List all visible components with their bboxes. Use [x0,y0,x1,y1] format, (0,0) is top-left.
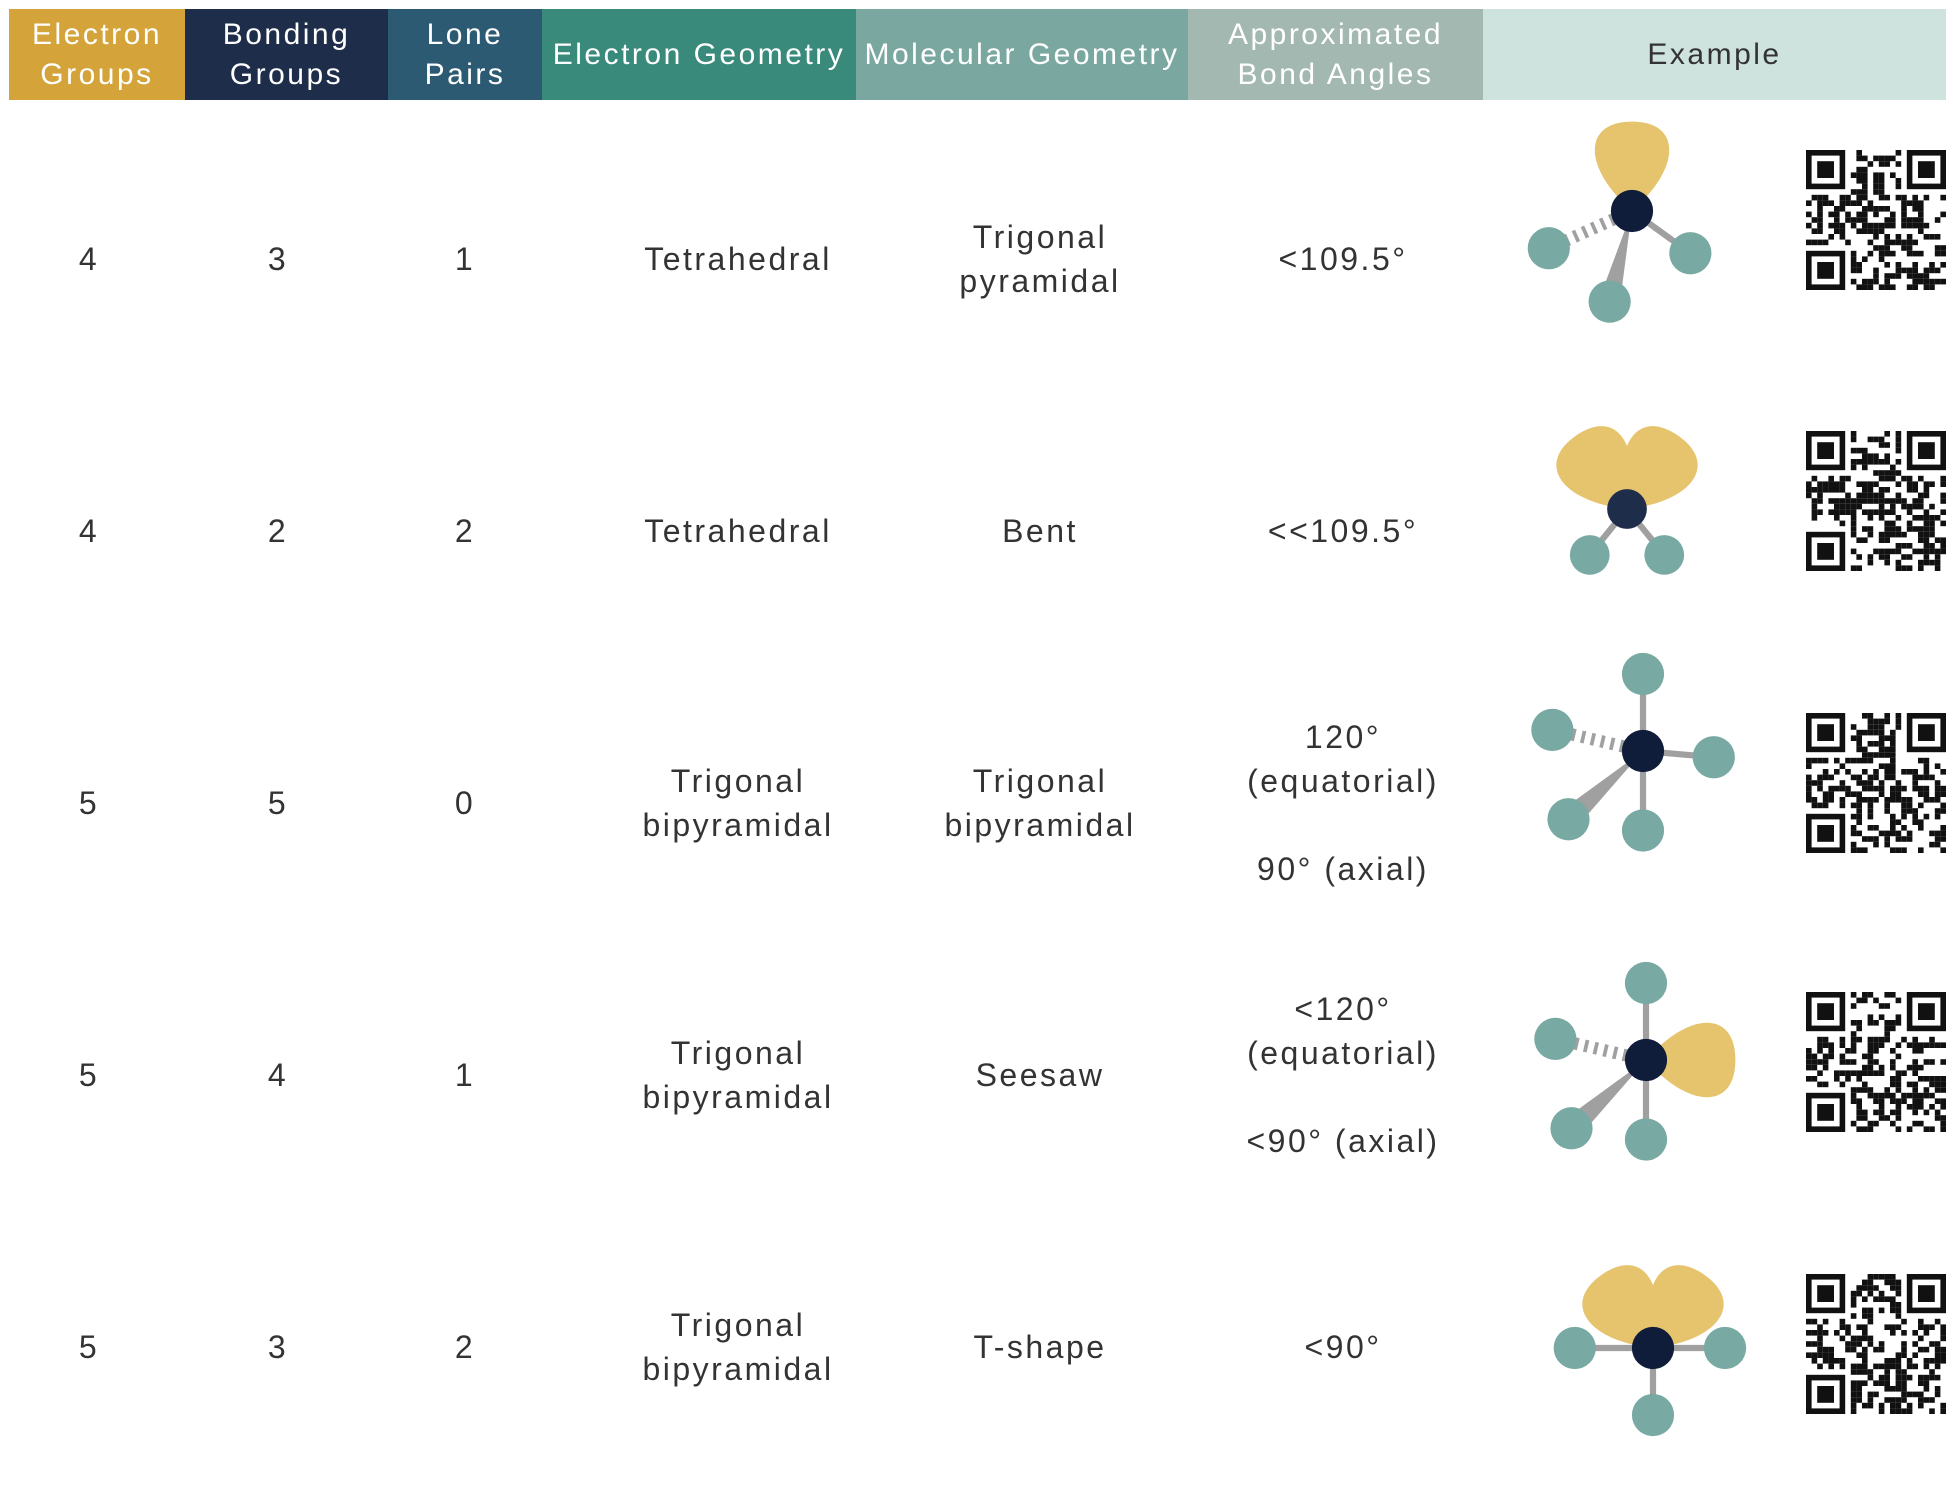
bond-angle: <90° (axial) [1246,1123,1440,1159]
table-cell: 4 [78,513,100,549]
bond-angles: <90° [1193,1211,1493,1483]
bond-angle: 90° (axial) [1257,851,1429,887]
table-cell: 5 [78,1057,100,1093]
bond-angle: <<109.5° [1267,513,1419,549]
header-cell: Lone Pairs [388,9,542,100]
table-cell: 5 [78,785,100,821]
table-cell: Tetrahedral [644,241,832,277]
table-cell: 1 [454,241,476,277]
table-cell: Trigonal bipyramidal [642,763,834,843]
page: Electron Groups Bonding Groups Lone Pairs E… [9,9,1946,1437]
qr-code [1806,713,1946,853]
qr-code [1806,992,1946,1132]
bond-angle: <90° [1304,1329,1382,1365]
bond-angles: <109.5° [1193,123,1493,395]
bond-angles: <120° (equatorial) <90° (axial) [1193,939,1493,1211]
table-cell: 5 [78,1329,100,1365]
molecule-diagram [1553,1265,1747,1437]
molecule-diagram [1556,426,1698,575]
molecule-diagram [1531,652,1735,852]
table-cell: Seesaw [975,1057,1105,1093]
table-cell: 1 [454,1057,476,1093]
bond-angles: <<109.5° [1193,395,1493,667]
table-cell: 0 [454,785,476,821]
table-cell: Trigonal pyramidal [959,219,1121,299]
table-cell: 3 [267,1329,289,1365]
header-cell: Molecular Geometry [856,9,1188,100]
table-cell: 5 [267,785,289,821]
bond-angles: 120° (equatorial) 90° (axial) [1193,667,1493,939]
table-cell: 3 [267,241,289,277]
header-cell: Electron Geometry [542,9,856,100]
table-cell: 4 [78,241,100,277]
table-cell: 2 [454,1329,476,1365]
table-cell: Tetrahedral [644,513,832,549]
table-cell: Trigonal bipyramidal [944,763,1136,843]
qr-code [1806,1274,1946,1414]
qr-code [1806,431,1946,571]
bond-angle: <109.5° [1278,241,1408,277]
table-cell: Trigonal bipyramidal [642,1035,834,1115]
table-cell: 2 [267,513,289,549]
table-cell: Bent [1002,513,1078,549]
qr-code [1806,150,1946,290]
molecule-diagram [1534,961,1736,1161]
molecule-diagram [1527,121,1712,323]
table-cell: Trigonal bipyramidal [642,1307,834,1387]
bond-angle: <120° (equatorial) [1247,991,1439,1071]
table-cell: T-shape [973,1329,1107,1365]
table-cell: 4 [267,1057,289,1093]
header-cell: Electron Groups [9,9,185,100]
header-cell: Approximated Bond Angles [1188,9,1483,100]
header-cell: Bonding Groups [185,9,388,100]
header-cell: Example [1483,9,1946,100]
table-cell: 2 [454,513,476,549]
bond-angle: 120° (equatorial) [1247,719,1439,799]
